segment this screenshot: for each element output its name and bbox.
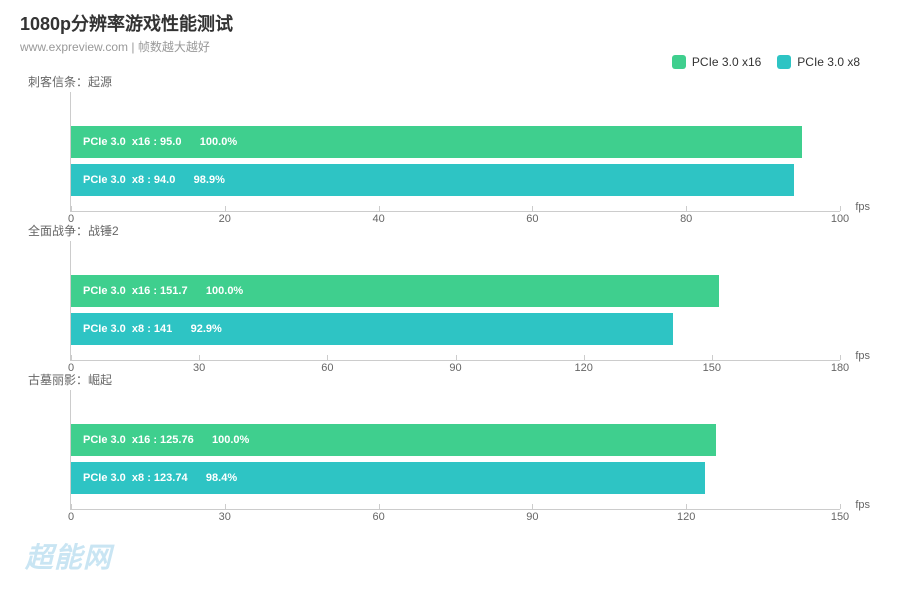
- bar-group: PCIe 3.0 x16 : 125.76 100.0% PCIe 3.0 x8 …: [71, 408, 840, 509]
- tick-mark: [71, 355, 72, 360]
- page-subtitle: www.expreview.com | 帧数越大越好: [20, 38, 880, 55]
- legend: PCIe 3.0 x16 PCIe 3.0 x8: [672, 55, 860, 69]
- watermark: 超能网: [25, 536, 112, 576]
- tick-label: 120: [574, 362, 592, 374]
- axis-label: fps: [855, 499, 870, 511]
- axis-label: fps: [855, 350, 870, 362]
- tick-label: 100: [831, 213, 849, 225]
- tick-mark: [840, 206, 841, 211]
- page-title: 1080p分辨率游戏性能测试: [20, 10, 880, 36]
- legend-item: PCIe 3.0 x16: [672, 55, 761, 69]
- tick-mark: [327, 355, 328, 360]
- tick-label: 90: [449, 362, 461, 374]
- tick-mark: [584, 355, 585, 360]
- axis-ticks: 0306090120150: [71, 509, 840, 529]
- chart-block: 古墓丽影：崛起PCIe 3.0 x16 : 125.76 100.0%PCIe …: [20, 371, 880, 510]
- tick-mark: [840, 504, 841, 509]
- tick-mark: [225, 206, 226, 211]
- tick-mark: [71, 206, 72, 211]
- tick-label: 0: [68, 213, 74, 225]
- bar: PCIe 3.0 x8 : 123.74 98.4%: [71, 462, 705, 494]
- legend-item: PCIe 3.0 x8: [777, 55, 860, 69]
- tick-mark: [199, 355, 200, 360]
- tick-mark: [71, 504, 72, 509]
- chart-block: 全面战争：战锤2PCIe 3.0 x16 : 151.7 100.0%PCIe …: [20, 222, 880, 361]
- tick-mark: [686, 206, 687, 211]
- tick-label: 20: [219, 213, 231, 225]
- legend-label: PCIe 3.0 x16: [692, 55, 761, 69]
- tick-label: 60: [372, 511, 384, 523]
- tick-mark: [379, 206, 380, 211]
- tick-label: 40: [372, 213, 384, 225]
- legend-swatch-x16: [672, 55, 686, 69]
- bar-group: PCIe 3.0 x16 : 151.7 100.0% PCIe 3.0 x8 :…: [71, 259, 840, 360]
- bar: PCIe 3.0 x8 : 141 92.9%: [71, 313, 673, 345]
- tick-label: 90: [526, 511, 538, 523]
- tick-label: 60: [526, 213, 538, 225]
- tick-label: 150: [831, 511, 849, 523]
- chart-plot: PCIe 3.0 x16 : 125.76 100.0% PCIe 3.0 x8 …: [70, 390, 840, 510]
- chart-plot: PCIe 3.0 x16 : 95.0 100.0% PCIe 3.0 x8 : …: [70, 92, 840, 212]
- tick-label: 80: [680, 213, 692, 225]
- charts-container: 刺客信条：起源PCIe 3.0 x16 : 95.0 100.0%PCIe 3.…: [20, 73, 880, 510]
- tick-mark: [686, 504, 687, 509]
- bar: PCIe 3.0 x16 : 95.0 100.0%: [71, 126, 802, 158]
- tick-label: 0: [68, 511, 74, 523]
- tick-mark: [456, 355, 457, 360]
- tick-mark: [712, 355, 713, 360]
- legend-label: PCIe 3.0 x8: [797, 55, 860, 69]
- tick-label: 180: [831, 362, 849, 374]
- tick-mark: [532, 206, 533, 211]
- chart-block: 刺客信条：起源PCIe 3.0 x16 : 95.0 100.0%PCIe 3.…: [20, 73, 880, 212]
- axis-label: fps: [855, 201, 870, 213]
- tick-mark: [840, 355, 841, 360]
- axis-ticks: 0306090120150180: [71, 360, 840, 380]
- tick-label: 120: [677, 511, 695, 523]
- tick-label: 30: [219, 511, 231, 523]
- legend-swatch-x8: [777, 55, 791, 69]
- chart-plot: PCIe 3.0 x16 : 151.7 100.0% PCIe 3.0 x8 :…: [70, 241, 840, 361]
- tick-label: 60: [321, 362, 333, 374]
- chart-title: 刺客信条：起源: [28, 73, 880, 90]
- bar: PCIe 3.0 x8 : 94.0 98.9%: [71, 164, 794, 196]
- tick-mark: [225, 504, 226, 509]
- tick-mark: [379, 504, 380, 509]
- tick-label: 0: [68, 362, 74, 374]
- bar-group: PCIe 3.0 x16 : 95.0 100.0% PCIe 3.0 x8 : …: [71, 110, 840, 211]
- tick-label: 30: [193, 362, 205, 374]
- tick-mark: [532, 504, 533, 509]
- bar: PCIe 3.0 x16 : 125.76 100.0%: [71, 424, 716, 456]
- axis-ticks: 020406080100: [71, 211, 840, 231]
- bar: PCIe 3.0 x16 : 151.7 100.0%: [71, 275, 719, 307]
- tick-label: 150: [703, 362, 721, 374]
